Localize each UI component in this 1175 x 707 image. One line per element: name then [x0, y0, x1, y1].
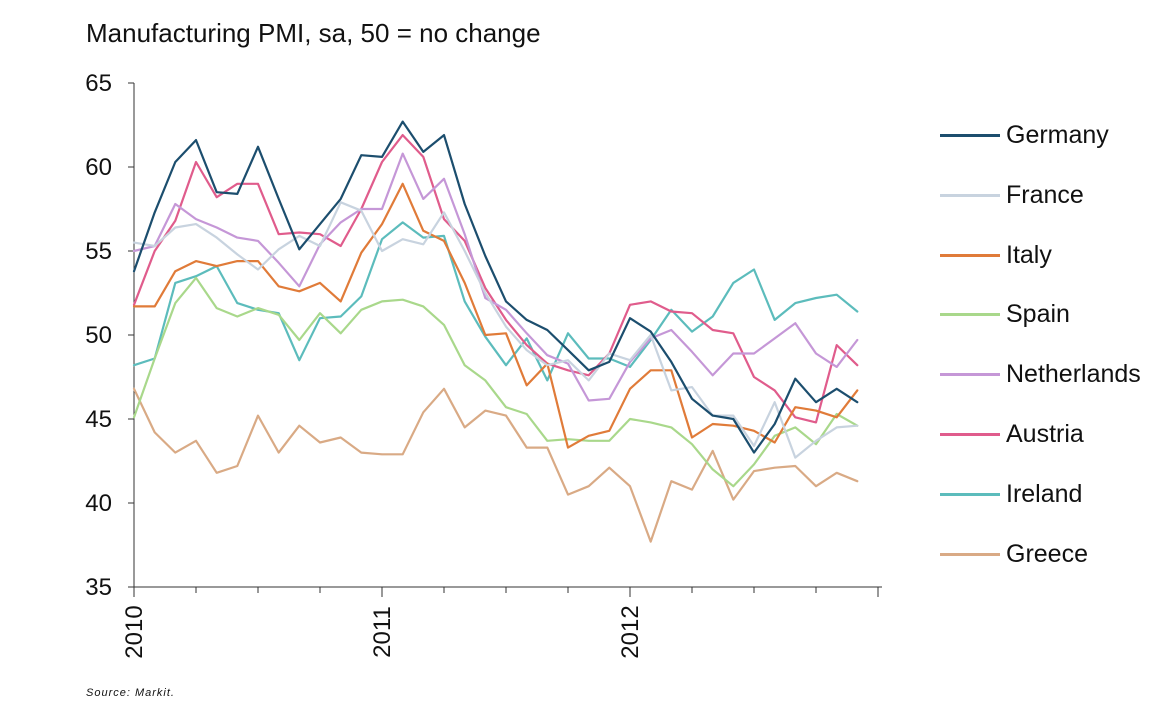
legend-label: France — [1006, 180, 1084, 209]
legend-item-ireland: Ireland — [938, 477, 1173, 537]
legend-swatch — [940, 492, 1000, 496]
legend-swatch — [940, 253, 1000, 257]
plot-area: 35 40 45 50 55 60 65 2010 2011 2012 — [85, 70, 882, 659]
legend-item-france: France — [938, 178, 1173, 238]
legend-label: Netherlands — [1006, 360, 1141, 389]
series-line-ireland — [132, 221, 859, 382]
legend-label: Germany — [1006, 121, 1109, 149]
y-tick-label: 65 — [85, 70, 112, 97]
series-line-greece — [132, 387, 859, 543]
source-note: Source: Markit. — [86, 687, 175, 699]
legend-item-spain: Spain — [938, 297, 1173, 357]
y-tick-label: 40 — [85, 490, 112, 517]
legend: Germany France Italy Spain Netherlands Austri… — [938, 118, 1173, 596]
legend-swatch — [940, 193, 1000, 197]
series-line-germany — [132, 120, 859, 454]
legend-item-greece: Greece — [938, 537, 1173, 597]
chart-title: Manufacturing PMI, sa, 50 = no change — [86, 18, 541, 48]
legend-item-germany: Germany — [938, 118, 1173, 178]
legend-swatch — [940, 373, 1000, 377]
legend-swatch — [940, 313, 1000, 317]
series-line-netherlands — [132, 152, 859, 402]
series-line-italy — [132, 182, 859, 449]
y-tick-label: 45 — [85, 406, 112, 433]
legend-label: Italy — [1006, 240, 1052, 269]
x-tick-label: 2010 — [121, 605, 148, 658]
legend-item-netherlands: Netherlands — [938, 357, 1173, 417]
legend-swatch — [940, 134, 1000, 137]
y-tick-label: 50 — [85, 322, 112, 349]
legend-label: Greece — [1006, 539, 1088, 568]
x-tick-label: 2011 — [369, 606, 396, 658]
legend-label: Ireland — [1006, 479, 1083, 508]
y-tick-label: 60 — [85, 154, 112, 181]
series-line-spain — [132, 276, 859, 488]
legend-label: Spain — [1006, 300, 1070, 329]
legend-swatch — [940, 432, 1000, 436]
legend-item-italy: Italy — [938, 238, 1173, 298]
y-tick-label: 35 — [85, 574, 112, 601]
x-tick-label: 2012 — [617, 605, 644, 658]
y-tick-label: 55 — [85, 238, 112, 265]
series-line-france — [132, 201, 859, 459]
legend-item-austria: Austria — [938, 417, 1173, 477]
legend-label: Austria — [1006, 419, 1084, 448]
legend-swatch — [940, 552, 1000, 556]
